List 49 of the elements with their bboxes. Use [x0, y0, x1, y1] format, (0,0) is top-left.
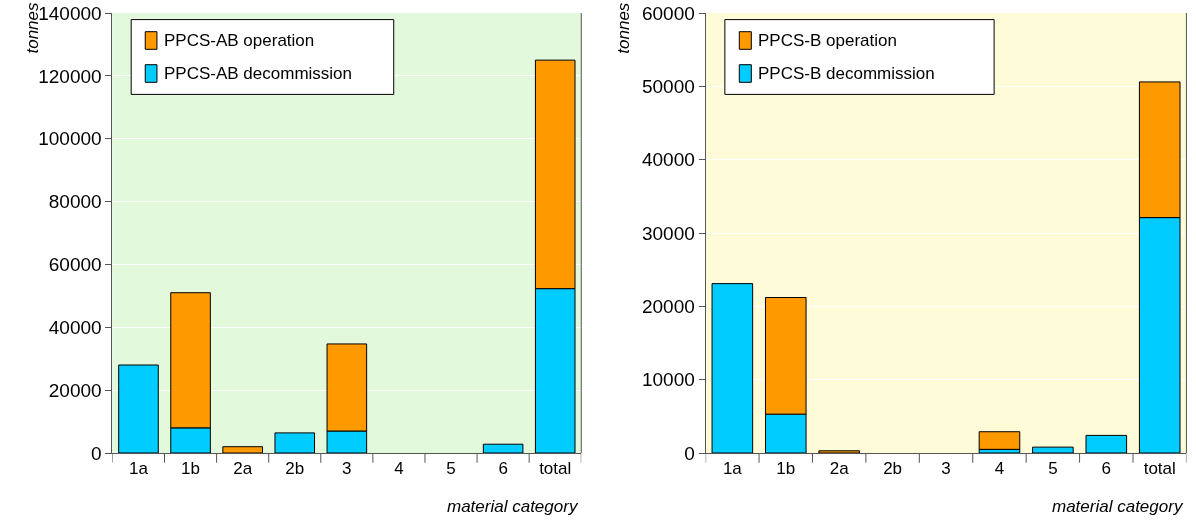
x-tick-label: 4 — [994, 459, 1005, 479]
y-tick-label: 10000 — [642, 369, 695, 391]
y-tick-label: 60000 — [642, 2, 695, 24]
legend-label: PPCS-AB decommission — [164, 64, 353, 83]
x-tick-label: 2a — [233, 459, 253, 479]
y-tick-label: 100000 — [38, 128, 102, 150]
y-tick-label: 0 — [91, 442, 102, 464]
bar — [118, 364, 159, 453]
x-axis-title: material category — [1052, 497, 1184, 516]
x-tick-label: 4 — [394, 459, 404, 479]
y-tick-label: 30000 — [642, 222, 695, 244]
x-tick-label: 2b — [285, 459, 305, 479]
bar — [818, 450, 860, 453]
x-tick-label: 1b — [776, 459, 796, 479]
y-tick-label: 60000 — [48, 254, 102, 276]
bar — [274, 432, 316, 453]
x-tick-label: 1b — [181, 459, 201, 479]
bar — [1085, 434, 1128, 453]
x-tick-label: total — [1143, 459, 1176, 479]
y-tick-label: 0 — [684, 442, 695, 464]
bar — [222, 446, 263, 453]
x-tick-label: 2b — [883, 459, 903, 479]
x-tick-label: 5 — [1048, 459, 1058, 479]
y-tick-label: 20000 — [48, 379, 102, 401]
x-tick-label: 6 — [1101, 459, 1112, 479]
bar — [482, 443, 524, 453]
legend-label: PPCS-B operation — [758, 31, 897, 50]
y-tick-label: 140000 — [38, 2, 102, 24]
x-tick-label: 1a — [129, 459, 149, 479]
bar — [1032, 446, 1074, 453]
bar — [978, 431, 1021, 450]
x-tick-label: 3 — [342, 459, 352, 479]
x-tick-label: 3 — [941, 459, 951, 479]
x-tick-label: total — [539, 459, 572, 479]
x-axis-title: material category — [447, 497, 579, 516]
y-tick-label: 120000 — [38, 65, 102, 87]
y-tick-label: 40000 — [48, 316, 102, 338]
y-tick-label: 80000 — [48, 191, 102, 213]
y-axis-title: tonnes — [614, 2, 634, 54]
y-tick-label: 40000 — [642, 149, 695, 171]
legend-label: PPCS-AB operation — [164, 31, 315, 50]
x-tick-label: 1a — [722, 459, 743, 479]
y-tick-label: 20000 — [642, 295, 695, 317]
legend-label: PPCS-B decommission — [758, 64, 935, 83]
bar — [711, 283, 754, 453]
x-tick-label: 6 — [498, 459, 508, 479]
x-tick-label: 5 — [446, 459, 456, 479]
x-tick-label: 2a — [829, 459, 850, 479]
y-tick-label: 50000 — [642, 75, 695, 97]
